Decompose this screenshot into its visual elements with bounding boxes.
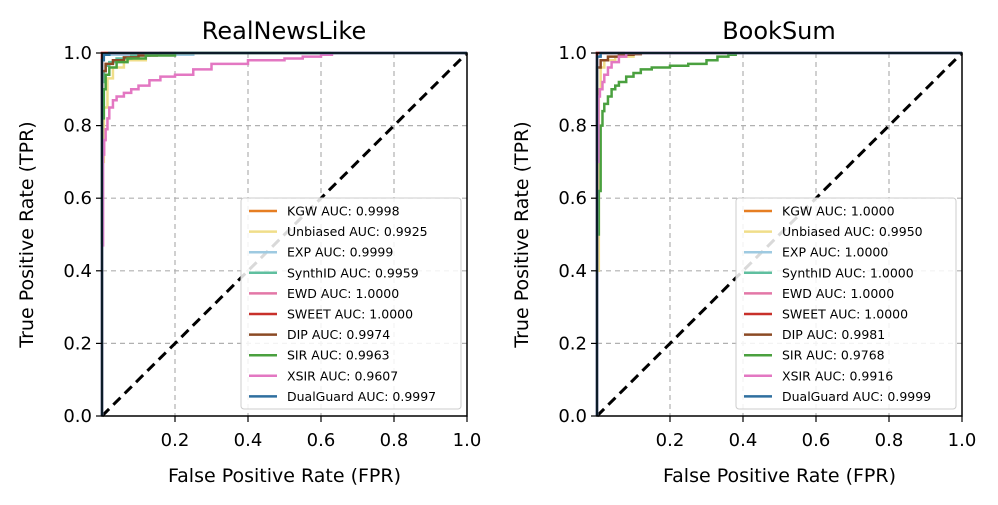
y-tick-label: 0.0 [63,406,92,427]
legend-label: DualGuard AUC: 0.9999 [782,389,931,404]
y-axis-label: True Positive Rate (TPR) [16,121,38,348]
legend-label: Unbiased AUC: 0.9925 [287,224,428,239]
y-tick-label: 0.8 [63,116,92,137]
x-tick-label: 0.2 [161,430,190,451]
legend-label: SynthID AUC: 1.0000 [782,265,914,280]
legend-label: SIR AUC: 0.9963 [287,348,390,363]
y-tick-label: 1.0 [558,43,587,64]
legend: KGW AUC: 1.0000 Unbiased AUC: 0.9950 EXP A… [735,197,957,410]
plot-frame [101,52,468,417]
legend-label: EWD AUC: 1.0000 [782,286,894,301]
legend-label: DIP AUC: 0.9981 [782,327,885,342]
y-axis-label: True Positive Rate (TPR) [511,121,533,348]
y-tick-label: 0.2 [63,333,92,354]
legend-label: EXP AUC: 0.9999 [287,245,393,260]
series-line [595,51,962,416]
x-tick-label: 0.6 [307,430,336,451]
chart-title: BookSum [722,17,836,45]
x-tick-label: 1.0 [948,430,977,451]
x-tick-label: 0.2 [656,430,685,451]
series-line [100,51,467,416]
series-line [100,51,467,416]
y-tick-label: 1.0 [63,43,92,64]
x-axis-label: False Positive Rate (FPR) [663,465,896,487]
series-line [595,51,962,416]
legend-label: KGW AUC: 1.0000 [782,204,895,219]
legend-label: XSIR AUC: 0.9916 [782,368,893,383]
legend-label: EXP AUC: 1.0000 [782,245,888,260]
legend-label: EWD AUC: 1.0000 [287,286,399,301]
y-tick-label: 0.6 [558,188,587,209]
y-tick-label: 0.2 [558,333,587,354]
y-tick-label: 0.0 [558,406,587,427]
x-tick-label: 0.4 [729,430,758,451]
x-tick-label: 0.4 [234,430,263,451]
legend-label: SynthID AUC: 0.9959 [287,265,419,280]
chart-title: RealNewsLike [202,17,366,45]
legend-label: KGW AUC: 0.9998 [287,204,400,219]
chart-panel-1: RealNewsLike 0.2 0.4 0.6 0.8 1.0 0.0 0.2 0.4 0.6 0… [16,17,481,487]
legend-label: SWEET AUC: 1.0000 [782,307,908,322]
legend-label: XSIR AUC: 0.9607 [287,368,398,383]
x-tick-label: 1.0 [453,430,482,451]
legend-box [240,197,462,410]
legend-label: Unbiased AUC: 0.9950 [782,224,923,239]
x-tick-label: 0.8 [380,430,409,451]
series-line [595,51,962,416]
y-tick-label: 0.6 [63,188,92,209]
y-tick-label: 0.4 [558,261,587,282]
chart-panel-2: BookSum 0.2 0.4 0.6 0.8 1.0 0.0 0.2 0.4 0.6 0.8 1.0… [511,17,976,487]
plot-frame [596,52,963,417]
legend-label: SIR AUC: 0.9768 [782,348,885,363]
legend-label: DIP AUC: 0.9974 [287,327,390,342]
x-tick-label: 0.6 [802,430,831,451]
y-tick-label: 0.8 [558,116,587,137]
legend-label: DualGuard AUC: 0.9997 [287,389,436,404]
legend: KGW AUC: 0.9998 Unbiased AUC: 0.9925 EXP A… [240,197,462,410]
x-axis-label: False Positive Rate (FPR) [168,465,401,487]
y-tick-label: 0.4 [63,261,92,282]
x-tick-label: 0.8 [875,430,904,451]
legend-label: SWEET AUC: 1.0000 [287,307,413,322]
legend-box [735,197,957,410]
